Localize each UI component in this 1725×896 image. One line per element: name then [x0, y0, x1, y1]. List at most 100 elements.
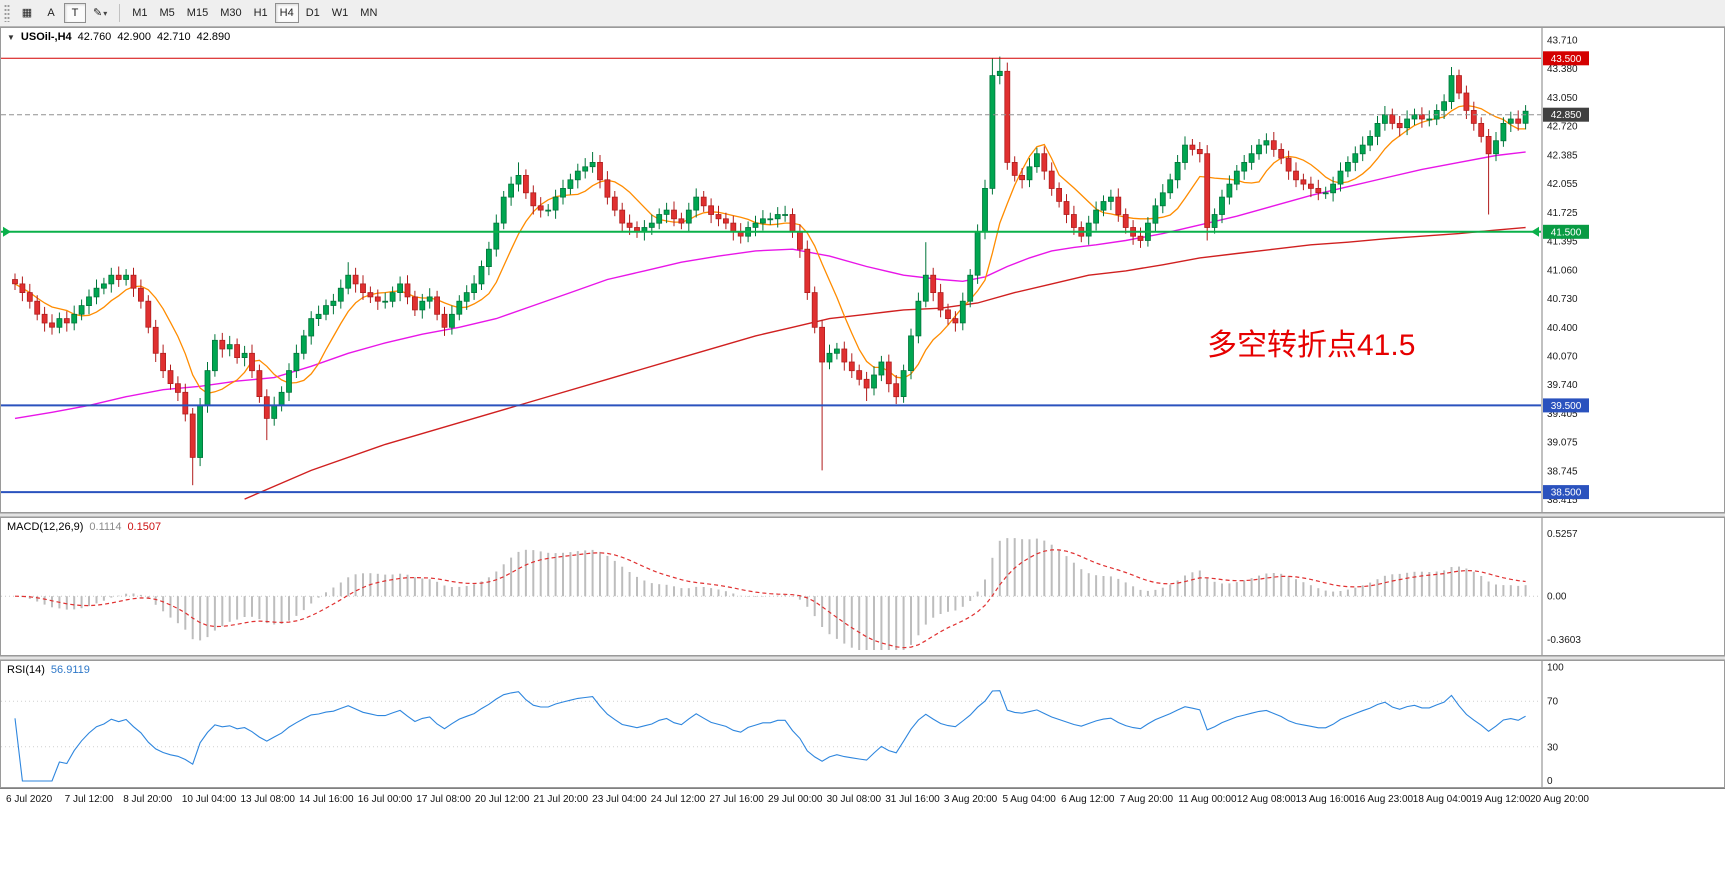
time-axis-label: 23 Jul 04:00 [592, 794, 647, 805]
time-axis-label: 6 Aug 12:00 [1061, 794, 1115, 805]
svg-text:0.00: 0.00 [1547, 592, 1567, 603]
timeframe-button-MN[interactable]: MN [360, 6, 378, 19]
symbol-period-label: USOil-,H4 [20, 31, 72, 43]
rsi-axis: 100 70 30 0 [1547, 663, 1564, 788]
svg-text:39.405: 39.405 [1547, 409, 1578, 420]
toolbar-separator [119, 4, 121, 22]
svg-text:40.400: 40.400 [1547, 323, 1578, 334]
level-lines[interactable] [1, 57, 1541, 494]
macd-header: MACD(12,26,9) 0.1114 0.1507 [7, 521, 161, 533]
price-chart-panel[interactable]: ▼ USOil-,H4 42.760 42.900 42.710 42.890 … [0, 27, 1725, 513]
ma-line [244, 226, 1526, 500]
time-axis-label: 29 Jul 00:00 [768, 794, 823, 805]
svg-text:39.075: 39.075 [1547, 438, 1578, 449]
time-axis-label: 24 Jul 12:00 [650, 794, 706, 805]
ohlc-open: 42.760 [77, 31, 112, 43]
collapse-arrow-icon[interactable]: ▼ [7, 33, 15, 42]
svg-text:42.055: 42.055 [1547, 179, 1578, 190]
timeframe-button-M15[interactable]: M15 [186, 6, 209, 19]
svg-text:43.500: 43.500 [1551, 54, 1582, 65]
macd-label: MACD(12,26,9) [7, 521, 84, 533]
timeframe-button-H1[interactable]: H1 [253, 6, 268, 19]
time-axis-label: 20 Aug 20:00 [1530, 794, 1589, 805]
time-axis-label: 27 Jul 16:00 [709, 794, 764, 805]
panel-splitter[interactable] [0, 513, 1725, 517]
draw-tools-button[interactable]: ✎ ▾ [88, 3, 112, 23]
drawing-tools-group: ▦ A T ✎ ▾ [16, 3, 112, 23]
level-end-mark [1531, 226, 1539, 237]
time-axis-label: 17 Jul 08:00 [416, 794, 471, 805]
toolbar: ▦ A T ✎ ▾ M1 M5 M15 M30 H1 H4 D1 W1 MN [0, 0, 1725, 27]
candlestick-chart[interactable]: 43.710 43.380 43.050 42.720 42.385 42.055 41.7… [1, 28, 1725, 512]
time-axis: 6 Jul 2020 7 Jul 12:00 8 Jul 20:00 10 Jul 0… [0, 788, 1725, 814]
chart-annotation-text: 多空转折点41.5 [1207, 329, 1416, 362]
svg-text:41.500: 41.500 [1551, 227, 1582, 238]
time-axis-label: 3 Aug 20:00 [943, 794, 998, 805]
rsi-label: RSI(14) [7, 664, 45, 676]
time-axis-label: 31 Jul 16:00 [885, 794, 940, 805]
panel-splitter[interactable] [0, 656, 1725, 660]
text-tool-icon: T [71, 6, 79, 19]
rsi-chart[interactable]: 100 70 30 0 [1, 661, 1725, 787]
price-axis-badges: 43.500 42.850 41.500 39.500 38.500 [1543, 51, 1589, 500]
time-axis-label: 13 Jul 08:00 [240, 794, 295, 805]
macd-histogram [21, 538, 1527, 650]
time-axis-label: 12 Aug 08:00 [1236, 794, 1296, 805]
timeframe-button-W1[interactable]: W1 [331, 6, 349, 19]
macd-main-value: 0.1114 [89, 521, 122, 533]
svg-text:70: 70 [1547, 697, 1559, 708]
ma-line [14, 151, 1526, 420]
cursor-tool-button[interactable]: A [40, 3, 62, 23]
time-axis-label: 10 Jul 04:00 [181, 794, 237, 805]
ma-slow-line [244, 226, 1526, 500]
rsi-value: 56.9119 [50, 664, 90, 676]
chart-grid-icon: ▦ [21, 6, 33, 19]
ohlc-high: 42.900 [117, 31, 151, 43]
time-axis-label: 16 Aug 23:00 [1354, 794, 1414, 805]
time-axis-label: 7 Jul 12:00 [64, 794, 114, 805]
rsi-line [14, 690, 1526, 782]
svg-text:40.730: 40.730 [1547, 294, 1578, 305]
timeframe-button-D1[interactable]: D1 [305, 6, 320, 19]
timeframe-button-H4[interactable]: H4 [274, 3, 299, 23]
chart-grid-button[interactable]: ▦ [16, 3, 38, 23]
svg-text:42.720: 42.720 [1547, 122, 1578, 133]
time-axis-label: 21 Jul 20:00 [533, 794, 589, 805]
timeframe-toolbar: M1 M5 M15 M30 H1 H4 D1 W1 MN [127, 3, 382, 23]
svg-text:43.050: 43.050 [1547, 93, 1578, 104]
time-axis-label: 18 Aug 04:00 [1412, 794, 1472, 805]
ohlc-close: 42.890 [196, 31, 231, 43]
svg-text:41.395: 41.395 [1547, 236, 1578, 247]
time-axis-label: 8 Jul 20:00 [123, 794, 173, 805]
candles-layer [12, 56, 1529, 486]
time-axis-label: 30 Jul 08:00 [826, 794, 882, 805]
svg-text:0: 0 [1547, 776, 1553, 787]
timeframe-button-M30[interactable]: M30 [220, 6, 242, 19]
svg-text:41.725: 41.725 [1547, 208, 1578, 219]
svg-text:42.850: 42.850 [1551, 110, 1582, 121]
rsi-panel[interactable]: RSI(14) 56.9119 100 70 30 0 [0, 660, 1725, 788]
svg-text:41.060: 41.060 [1547, 266, 1578, 277]
text-tool-button[interactable]: T [64, 3, 86, 23]
macd-chart[interactable]: 0.5257 0.00 -0.3603 [1, 518, 1725, 655]
svg-text:0.5257: 0.5257 [1547, 529, 1578, 540]
macd-signal-line [14, 549, 1526, 649]
cursor-tool-icon: A [47, 6, 55, 19]
svg-text:100: 100 [1547, 663, 1564, 674]
svg-text:39.740: 39.740 [1547, 380, 1578, 391]
level-end-mark [3, 226, 11, 237]
rsi-header: RSI(14) 56.9119 [7, 664, 90, 676]
time-axis-label: 6 Jul 2020 [6, 794, 53, 805]
ohlc-low: 42.710 [156, 31, 191, 43]
timeframe-button-M1[interactable]: M1 [132, 6, 148, 19]
toolbar-grip[interactable] [4, 4, 10, 22]
time-axis-label: 20 Jul 12:00 [474, 794, 530, 805]
svg-text:-0.3603: -0.3603 [1547, 635, 1581, 646]
time-axis-label: 11 Aug 00:00 [1178, 794, 1237, 805]
time-axis-label: 5 Aug 04:00 [1002, 794, 1056, 805]
macd-panel[interactable]: MACD(12,26,9) 0.1114 0.1507 0.5257 0.00 -0… [0, 517, 1725, 656]
timeframe-button-M5[interactable]: M5 [159, 6, 175, 19]
time-axis-label: 13 Aug 16:00 [1295, 794, 1355, 805]
svg-text:43.710: 43.710 [1547, 36, 1578, 47]
